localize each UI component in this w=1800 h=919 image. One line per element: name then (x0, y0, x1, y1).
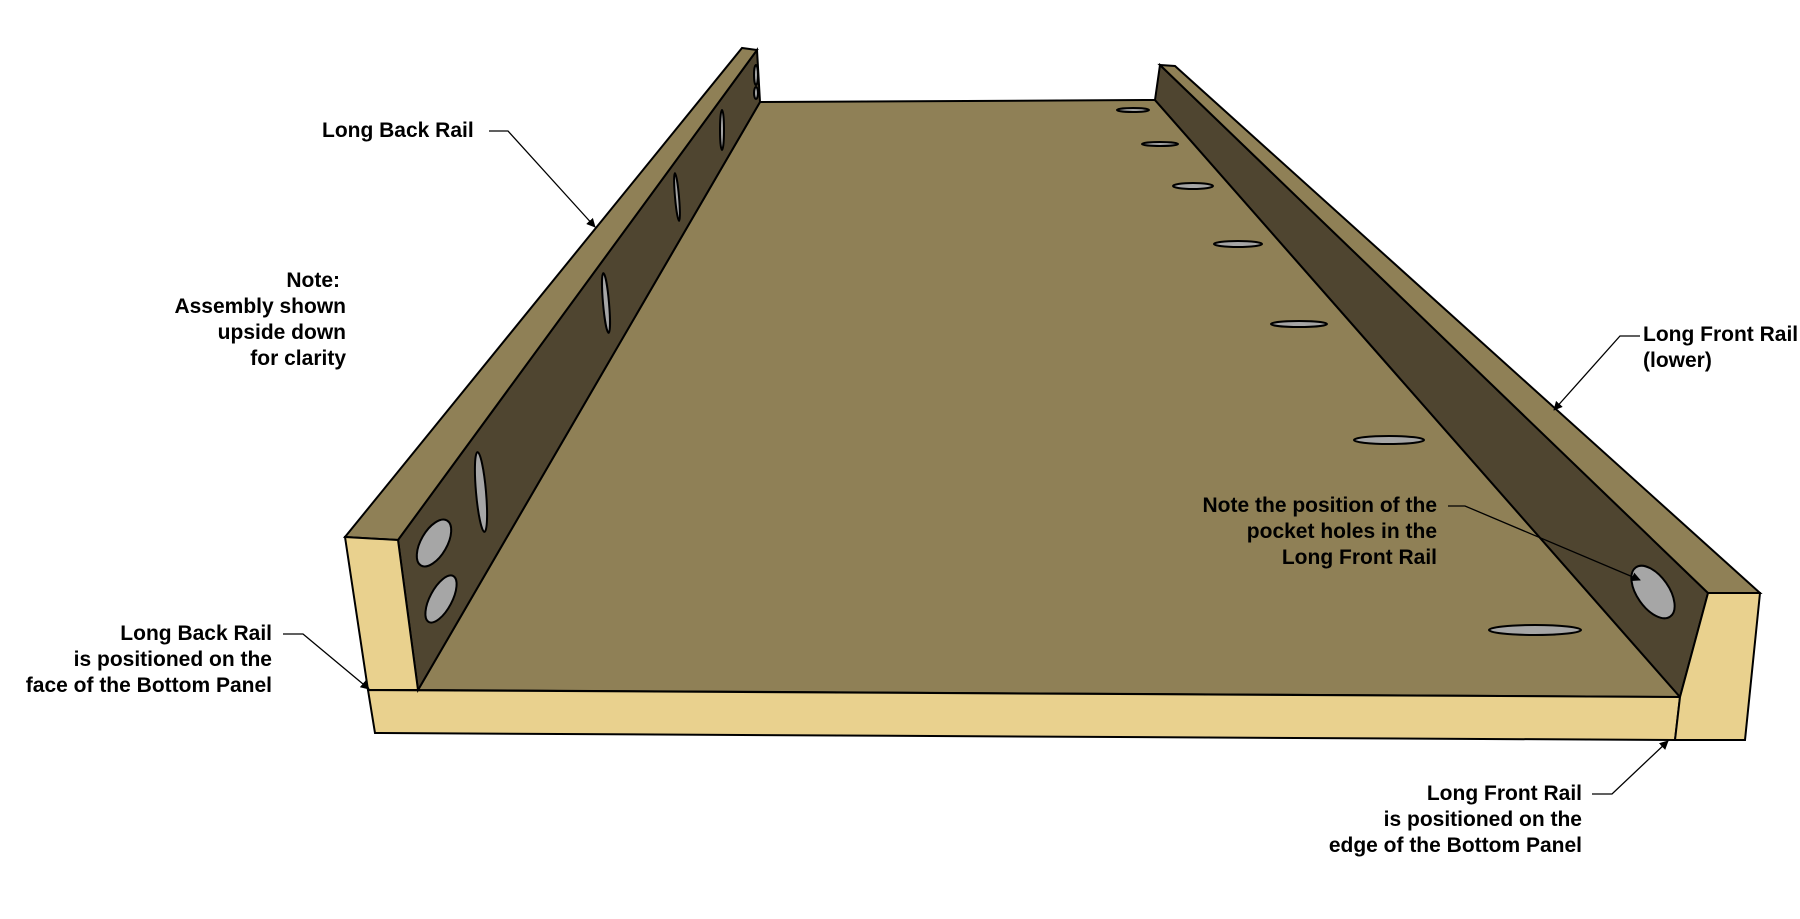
pocket-hole (673, 172, 681, 222)
pocket-hole (719, 109, 725, 151)
leader-pocket-holes (1448, 505, 1641, 582)
pocket-hole (1141, 141, 1179, 147)
front-rail-end-grain (1673, 592, 1762, 741)
leader-long-back-rail (489, 130, 596, 228)
pocket-hole (424, 574, 458, 624)
label-pocket-holes-note: Note the position of the pocket holes in… (1202, 494, 1437, 569)
front-rail-pocket-holes (1116, 107, 1676, 636)
leader-lines (283, 130, 1669, 795)
label-long-front-rail-lower: Long Front Rail (lower) (1643, 323, 1799, 372)
pocket-hole (415, 518, 453, 568)
pocket-hole (1488, 624, 1582, 636)
pocket-hole (1270, 320, 1328, 328)
back-rail-end-grain (343, 535, 420, 691)
label-back-rail-position: Long Back Rail is positioned on the face… (25, 622, 272, 697)
pocket-hole (473, 451, 489, 533)
label-front-rail-position: Long Front Rail is positioned on the edg… (1328, 782, 1582, 857)
pocket-hole (1172, 182, 1214, 190)
pocket-hole (601, 272, 611, 334)
pocket-hole (1353, 435, 1425, 445)
leader-front-rail-position (1592, 740, 1669, 795)
label-long-back-rail: Long Back Rail (322, 119, 474, 142)
pocket-hole (753, 86, 759, 100)
bottom-panel-front-edge (366, 688, 1682, 742)
pocket-hole (1213, 240, 1263, 248)
pocket-hole (753, 64, 759, 86)
pocket-hole (1630, 564, 1676, 620)
leader-long-front-rail-lower (1553, 335, 1640, 411)
back-rail-pocket-holes (415, 64, 759, 624)
leader-back-rail-position (283, 633, 370, 690)
pocket-hole (1116, 107, 1150, 113)
label-note-upside-down: Note: Assembly shown upside down for cla… (174, 269, 346, 370)
